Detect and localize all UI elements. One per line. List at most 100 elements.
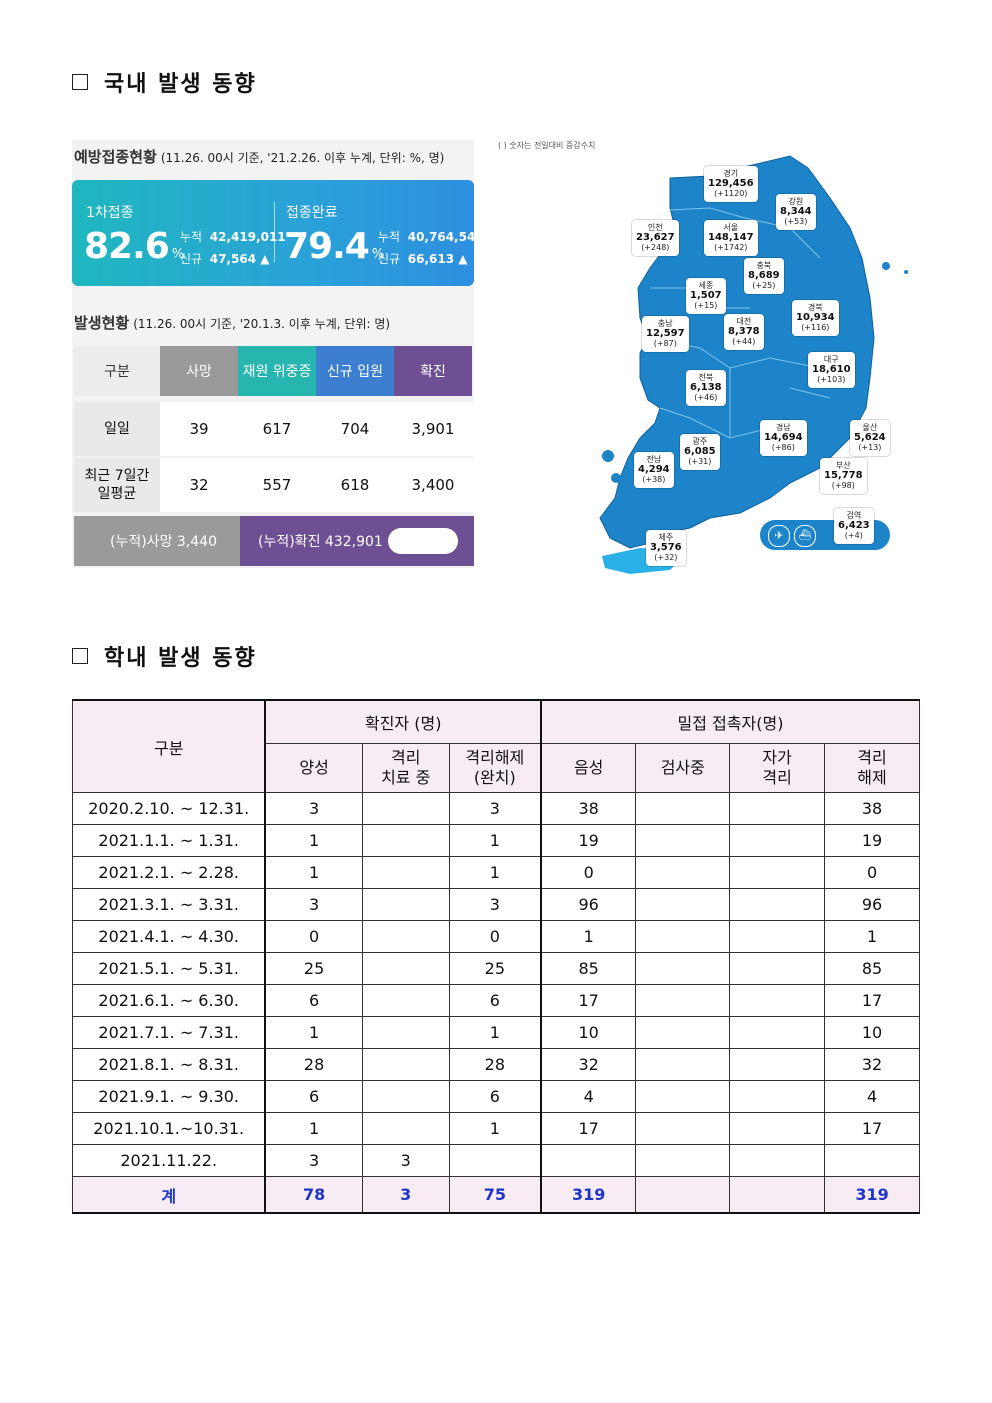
subheader-released: 격리해제 (완치) [448, 743, 542, 793]
blank-pill [388, 528, 458, 554]
first-dose-label: 1차접종 [86, 205, 134, 221]
row-cell [729, 792, 826, 825]
checkbox-icon [72, 648, 88, 664]
section-title-domestic: 국내 발생 동향 [72, 66, 257, 98]
first-dose-new: 신규 47,564 ▲ [180, 252, 270, 266]
header-category: 구분 [72, 699, 267, 793]
row-cell [635, 1016, 731, 1049]
row-cell [635, 920, 731, 953]
region-gangwon: 강원 8,344 (+53) [776, 194, 816, 230]
first-dose-cumulative: 누적 42,419,011 [180, 230, 286, 244]
row-cell: 0 [264, 920, 363, 953]
region-quarantine: 검역 6,423 (+4) [834, 508, 874, 544]
row-cell [635, 792, 731, 825]
checkbox-icon [72, 74, 88, 90]
row-cell [361, 856, 450, 889]
row-cell: 32 [540, 1048, 637, 1081]
row-cell [448, 1144, 542, 1177]
row-cell: 28 [448, 1048, 542, 1081]
subheader-self-isolation: 자가 격리 [729, 743, 826, 793]
occ-row-daily: 일일 39 617 704 3,901 [74, 402, 474, 458]
region-gyeongbuk: 경북 10,934 (+116) [792, 300, 839, 336]
row-cell: 10 [824, 1016, 920, 1049]
row-cell: 1 [264, 824, 363, 857]
region-ulsan: 울산 5,624 (+13) [850, 420, 890, 456]
row-cell [635, 1048, 731, 1081]
first-dose-rate: 82.6% [84, 226, 184, 267]
ship-icon: ⛴ [794, 525, 816, 547]
row-cell: 85 [540, 952, 637, 985]
table-row: 2021.5.1. ~ 5.31. 25 25 85 85 [72, 952, 920, 985]
row-cell [729, 888, 826, 921]
subheader-negative: 음성 [540, 743, 637, 793]
region-gyeongnam: 경남 14,694 (+86) [760, 420, 807, 456]
complete-rate: 79.4% [284, 226, 384, 267]
cumulative-confirmed: (누적)확진 432,901 [240, 516, 474, 566]
row-cell [635, 1080, 731, 1113]
row-cell [361, 984, 450, 1017]
vaccination-card: 1차접종 82.6% 누적 42,419,011 신규 47,564 ▲ 접종완… [72, 180, 484, 286]
row-cell [824, 1144, 920, 1177]
row-cell: 3 [264, 888, 363, 921]
subheader-isolation-treatment: 격리 치료 중 [361, 743, 450, 793]
region-incheon: 인천 23,627 (+248) [632, 220, 679, 256]
row-cell: 10 [540, 1016, 637, 1049]
row-cell [729, 952, 826, 985]
airplane-icon: ✈ [768, 525, 790, 547]
row-cell [540, 1144, 637, 1177]
row-cell: 6 [264, 984, 363, 1017]
row-cell [635, 1144, 731, 1177]
row-cell [729, 1016, 826, 1049]
table-row: 2021.7.1. ~ 7.31. 1 1 10 10 [72, 1016, 920, 1049]
row-period: 2021.2.1. ~ 2.28. [72, 856, 267, 889]
row-cell [361, 888, 450, 921]
subheader-positive: 양성 [264, 743, 363, 793]
table-row: 2020.2.10. ~ 12.31. 3 3 38 38 [72, 792, 920, 825]
row-cell: 38 [824, 792, 920, 825]
occ-row-weekly-avg: 최근 7일간 일평균 32 557 618 3,400 [74, 458, 474, 514]
complete-new: 신규 66,613 ▲ [378, 252, 468, 266]
row-cell: 17 [824, 984, 920, 1017]
occ-header-severe: 재원 위중증 [238, 346, 316, 396]
table-row: 2021.4.1. ~ 4.30. 0 0 1 1 [72, 920, 920, 953]
row-cell [635, 888, 731, 921]
subheader-testing: 검사중 [635, 743, 731, 793]
row-cell [635, 1112, 731, 1145]
row-cell [729, 1144, 826, 1177]
campus-status-table: 구분 확진자 (명) 밀접 접촉자(명) 양성 격리 치료 중 격리해제 (완치… [72, 699, 920, 1214]
row-cell: 1 [824, 920, 920, 953]
row-cell [729, 984, 826, 1017]
occ-header-category: 구분 [74, 346, 160, 396]
row-cell: 6 [448, 1080, 542, 1113]
region-jeonnam: 전남 4,294 (+38) [634, 452, 674, 488]
row-cell [635, 952, 731, 985]
row-cell: 96 [824, 888, 920, 921]
occ-header-admission: 신규 입원 [316, 346, 394, 396]
region-sejong: 세종 1,507 (+15) [686, 278, 726, 314]
row-period: 2021.5.1. ~ 5.31. [72, 952, 267, 985]
row-cell: 1 [264, 1016, 363, 1049]
occ-header-confirmed: 확진 [394, 346, 472, 396]
row-cell: 6 [264, 1080, 363, 1113]
row-cell: 3 [448, 888, 542, 921]
row-period: 2021.10.1.~10.31. [72, 1112, 267, 1145]
region-jeju: 제주 3,576 (+32) [646, 530, 686, 566]
row-cell: 3 [264, 1144, 363, 1177]
row-cell [635, 856, 731, 889]
row-cell: 3 [448, 792, 542, 825]
row-cell [729, 856, 826, 889]
row-period: 2021.4.1. ~ 4.30. [72, 920, 267, 953]
complete-label: 접종완료 [286, 205, 338, 221]
region-seoul: 서울 148,147 (+1742) [704, 220, 758, 256]
row-cell: 4 [824, 1080, 920, 1113]
row-cell: 0 [448, 920, 542, 953]
region-gwangju: 광주 6,085 (+31) [680, 434, 720, 470]
row-cell: 1 [448, 1016, 542, 1049]
row-cell: 3 [361, 1144, 450, 1177]
cumulative-bar: (누적)사망 3,440 (누적)확진 432,901 [74, 516, 474, 566]
table-subheader-row: 양성 격리 치료 중 격리해제 (완치) 음성 검사중 자가 격리 격리 해제 [73, 743, 920, 793]
table-row: 2021.11.22. 3 3 [72, 1144, 920, 1177]
table-row: 2021.3.1. ~ 3.31. 3 3 96 96 [72, 888, 920, 921]
header-contact-group: 밀접 접촉자(명) [540, 699, 920, 744]
